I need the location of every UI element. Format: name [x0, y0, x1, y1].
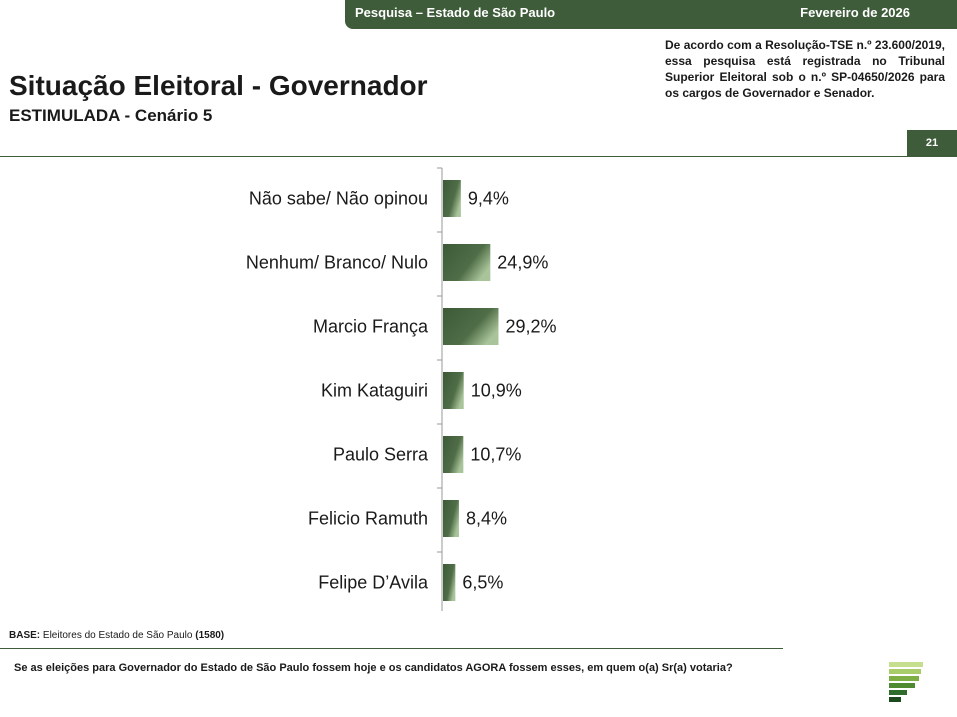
data-label: 24,9%	[497, 253, 548, 273]
base-note: BASE: Eleitores do Estado de São Paulo (…	[9, 630, 224, 641]
data-label: 29,2%	[505, 317, 556, 337]
category-label: Paulo Serra	[333, 445, 429, 465]
page-title: Situação Eleitoral - Governador	[9, 70, 428, 101]
base-text: Eleitores do Estado de São Paulo	[42, 630, 193, 641]
survey-label: Pesquisa – Estado de São Paulo	[355, 5, 556, 20]
category-label: Felicio Ramuth	[308, 509, 428, 529]
bar	[443, 500, 459, 537]
bar	[443, 244, 491, 281]
header-divider	[0, 156, 957, 157]
data-label: 8,4%	[466, 509, 507, 529]
bar-chart: Não sabe/ Não opinou 9,4% Nenhum/ Branco/ …	[246, 167, 557, 611]
institute-logo	[889, 662, 923, 702]
category-label: Nenhum/ Branco/ Nulo	[246, 253, 428, 273]
page-number-badge: 21	[907, 130, 957, 157]
bar	[443, 564, 456, 601]
base-label: BASE:	[9, 630, 41, 641]
page-subtitle: ESTIMULADA - Cenário 5	[9, 106, 213, 125]
header-bar: Pesquisa – Estado de São Paulo Fevereiro…	[345, 0, 957, 29]
category-label: Não sabe/ Não opinou	[249, 189, 428, 209]
base-count: (1580)	[195, 630, 225, 641]
footer-divider	[0, 648, 783, 649]
category-label: Kim Kataguiri	[321, 381, 428, 401]
bar	[443, 372, 464, 409]
bar	[443, 308, 499, 345]
data-label: 10,9%	[471, 381, 522, 401]
survey-question: Se as eleições para Governador do Estado…	[14, 662, 733, 674]
bar	[443, 436, 464, 473]
bar	[443, 180, 461, 217]
registration-notice: De acordo com a Resolução-TSE n.º 23.600…	[665, 38, 945, 100]
data-label: 6,5%	[462, 573, 503, 593]
data-label: 10,7%	[470, 445, 521, 465]
category-label: Marcio França	[313, 317, 429, 337]
data-label: 9,4%	[468, 189, 509, 209]
survey-date: Fevereiro de 2026	[800, 5, 910, 20]
category-label: Felipe D’Avila	[318, 573, 429, 593]
